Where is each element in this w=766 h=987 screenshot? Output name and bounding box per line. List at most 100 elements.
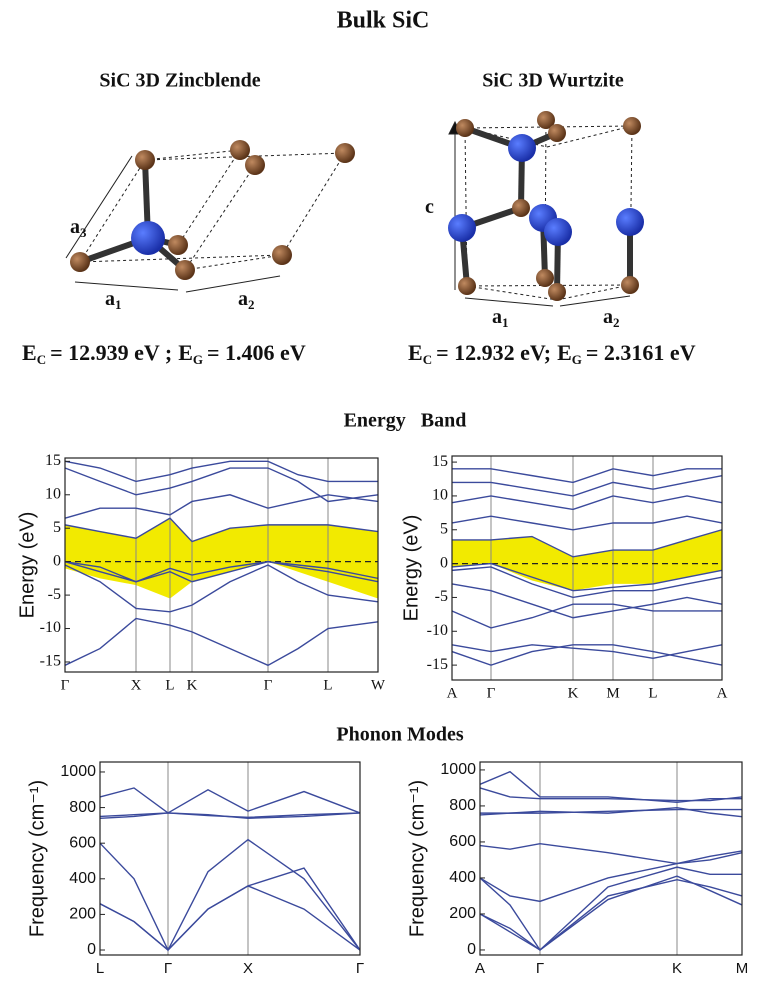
- x-tick-label: Γ: [264, 677, 273, 693]
- figure-title: Bulk SiC: [337, 8, 430, 34]
- symbol: E: [557, 340, 572, 365]
- band-line: [451, 603, 722, 629]
- y-tick-label: -5: [435, 588, 448, 605]
- x-tick-label: Γ: [487, 685, 496, 701]
- y-tick-label: 5: [53, 519, 61, 536]
- x-tick-label: W: [371, 677, 386, 693]
- label-base: c: [425, 196, 434, 218]
- band-line: [64, 560, 379, 583]
- x-tick-label: L: [648, 685, 657, 701]
- band-line: [64, 560, 379, 583]
- symbol: E: [408, 340, 423, 365]
- y-tick-label: 1000: [60, 763, 96, 780]
- plot-frame: [479, 761, 743, 956]
- y-tick-label: 800: [69, 799, 96, 816]
- x-tick-label: K: [187, 677, 198, 693]
- lattice-label: a1: [105, 288, 122, 312]
- y-tick-label: 5: [440, 520, 448, 537]
- x-tick-label: A: [447, 685, 458, 701]
- x-tick-label: L: [165, 677, 174, 693]
- y-tick-label: -15: [427, 656, 448, 673]
- band-line: [99, 812, 361, 819]
- label-sub: 1: [502, 315, 509, 330]
- section-title: Phonon Modes: [336, 724, 463, 746]
- label-base: a: [492, 306, 502, 328]
- label-base: a: [238, 288, 248, 310]
- label-sub: 1: [115, 297, 122, 312]
- lattice-label: a2: [238, 288, 255, 312]
- lattice-label: a3: [70, 216, 87, 240]
- y-tick-label: 10: [45, 485, 61, 502]
- plot-frame: [99, 761, 361, 956]
- y-tick-label: 10: [432, 487, 448, 504]
- value: = 2.3161 eV: [586, 340, 696, 365]
- band-line: [452, 468, 722, 484]
- wurtzite-structure: [448, 111, 644, 307]
- band-line: [451, 566, 723, 599]
- y-axis-label: Frequency (cm⁻¹): [406, 780, 428, 937]
- section-title: Energy Band: [344, 410, 467, 432]
- y-tick-label: 0: [467, 941, 476, 958]
- y-tick-label: 200: [449, 905, 476, 922]
- band-line: [479, 850, 743, 903]
- sub: C: [423, 352, 432, 367]
- y-tick-label: 0: [53, 552, 61, 569]
- label-base: a: [603, 306, 613, 328]
- band-line: [64, 517, 379, 543]
- label-sub: 3: [80, 225, 87, 240]
- band-line: [479, 843, 743, 865]
- lattice-label: a1: [492, 306, 509, 330]
- band-line: [64, 467, 379, 503]
- x-tick-label: Γ: [356, 960, 364, 977]
- y-tick-label: 0: [440, 554, 448, 571]
- band-line: [479, 866, 742, 952]
- band-line: [479, 787, 743, 802]
- band-line: [99, 787, 361, 814]
- band-line: [99, 838, 361, 952]
- y-tick-label: -5: [48, 586, 61, 603]
- y-tick-label: 15: [432, 453, 448, 470]
- plot-frame: [451, 455, 723, 681]
- band-line: [64, 494, 379, 519]
- structure-title: SiC 3D Zincblende: [99, 70, 260, 92]
- symbol: E: [178, 340, 193, 365]
- x-tick-label: X: [131, 677, 142, 693]
- plot-frame: [64, 457, 379, 673]
- sub: G: [572, 352, 582, 367]
- band-line: [99, 867, 361, 951]
- y-tick-label: -15: [40, 653, 61, 670]
- band-gap-fill: [452, 529, 722, 591]
- y-axis-label: Energy (eV): [16, 512, 38, 619]
- x-tick-label: Γ: [164, 960, 172, 977]
- band-line: [451, 644, 723, 660]
- sub: G: [193, 352, 203, 367]
- band-line: [479, 770, 742, 804]
- x-tick-label: M: [736, 960, 749, 977]
- x-tick-label: M: [606, 685, 619, 701]
- value: = 1.406 eV: [207, 340, 306, 365]
- y-tick-label: -10: [40, 619, 61, 636]
- x-tick-label: A: [717, 685, 728, 701]
- chart: L Γ X Γ 0 200 400 600 800 1000 Frequency (cm⁻¹): [26, 761, 364, 977]
- chart: A Γ K M L A 15 10 5 0 -5 -10 -15 Energy (eV): [400, 453, 727, 702]
- y-tick-label: 800: [449, 797, 476, 814]
- value: = 12.932 eV;: [436, 340, 551, 365]
- label-sub: 2: [613, 315, 620, 330]
- band-line: [64, 460, 378, 483]
- band-line: [451, 583, 723, 619]
- band-line: [64, 617, 379, 667]
- label-base: a: [105, 288, 115, 310]
- x-tick-label: A: [475, 960, 485, 977]
- y-tick-label: 600: [69, 834, 96, 851]
- label-base: a: [70, 216, 80, 238]
- x-tick-label: K: [568, 685, 579, 701]
- y-tick-label: 400: [449, 869, 476, 886]
- y-tick-label: 400: [69, 870, 96, 887]
- value: = 12.939 eV ;: [50, 340, 172, 365]
- x-tick-label: Γ: [61, 677, 70, 693]
- symbol: E: [22, 340, 37, 365]
- y-axis-label: Frequency (cm⁻¹): [26, 780, 48, 937]
- band-line: [99, 812, 361, 819]
- band-line: [480, 808, 742, 814]
